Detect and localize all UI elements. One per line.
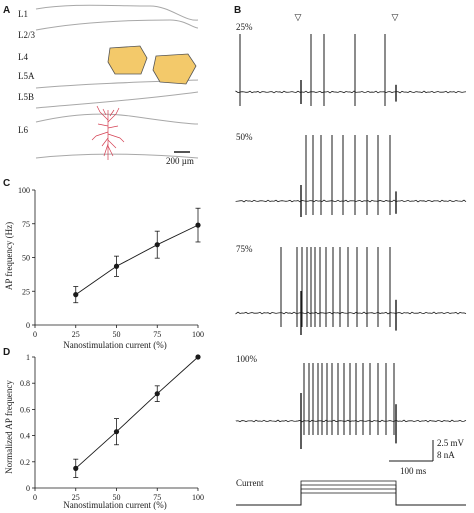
neuron-reconstruction <box>91 105 125 160</box>
chart-c-xtick-label: 75 <box>153 330 161 339</box>
chart-c-series-line <box>75 224 199 295</box>
chart-ap-frequency: Nanostimulation current (%) AP frequency… <box>4 186 204 350</box>
current-step <box>236 484 466 506</box>
chart-c-ytick-label: 100 <box>18 186 30 195</box>
recording-traces: ▽ ▽ 25% 50% 75% 100% 2.5 mV 8 nA 100 ms … <box>235 12 467 506</box>
chart-d-ytick-label: 0 <box>26 484 30 493</box>
chart-d-series-line <box>75 356 199 469</box>
chart-d-ytick-label: 0.4 <box>20 432 30 441</box>
chart-d-ytick-label: 0.8 <box>20 379 30 388</box>
chart-c-xtick-label: 25 <box>72 330 80 339</box>
chart-d-xtick-label: 75 <box>153 493 161 502</box>
chart-c-data-point <box>113 263 120 269</box>
chart-c-ytick-label: 0 <box>26 321 30 330</box>
chart-c-xlabel: Nanostimulation current (%) <box>63 340 166 350</box>
stim-offset-marker: ▽ <box>392 12 399 22</box>
layer-label-l5b: L5B <box>18 92 34 102</box>
chart-c-data-point <box>195 222 201 228</box>
chart-c-ytick-label: 50 <box>22 254 30 263</box>
chart-d-data-point <box>73 465 79 471</box>
current-step <box>236 480 466 506</box>
trace-group <box>235 34 467 449</box>
layer-label-l4: L4 <box>18 52 28 62</box>
chart-d-ytick-label: 0.6 <box>20 405 30 414</box>
condition-label-50: 50% <box>236 132 253 142</box>
l1-l23-boundary <box>35 19 199 31</box>
current-step <box>236 492 466 506</box>
stim-onset-marker: ▽ <box>295 12 302 22</box>
chart-c-ylabel: AP frequency (Hz) <box>4 222 14 290</box>
scale-time-label: 100 ms <box>400 466 427 476</box>
chart-d-xtick-label: 25 <box>72 493 80 502</box>
trace-baseline <box>235 199 467 203</box>
l5b-l6-boundary <box>35 113 199 125</box>
chart-c-ytick-label: 25 <box>22 287 30 296</box>
trace-baseline <box>235 311 467 315</box>
scale-current-label: 8 nA <box>437 450 455 460</box>
chart-d-ytick-label: 0.2 <box>20 458 30 467</box>
chart-d-data-point <box>195 354 201 360</box>
condition-label-100: 100% <box>236 354 258 364</box>
barrel-2 <box>152 53 197 85</box>
layer-label-l1: L1 <box>18 9 28 19</box>
scale-bar-a-label: 200 µm <box>166 156 194 166</box>
chart-d-xtick-label: 0 <box>33 493 37 502</box>
l5a-l5b-boundary <box>35 91 199 109</box>
panel-label-d: D <box>3 347 10 358</box>
chart-c-xtick-label: 50 <box>113 330 121 339</box>
trace-baseline <box>235 90 467 94</box>
chart-d-ylabel: Normalized AP frequency <box>4 380 14 474</box>
layer-label-l23: L2/3 <box>18 30 35 40</box>
chart-c-xtick-label: 0 <box>33 330 37 339</box>
panel-label-b: B <box>234 5 241 16</box>
slice-diagram: L1 L2/3 L4 L5A L5B L6 200 µm <box>18 4 199 166</box>
current-step <box>236 488 466 506</box>
chart-c-data-point <box>73 292 79 298</box>
chart-d-ytick-label: 1 <box>26 353 30 362</box>
current-label: Current <box>236 478 264 488</box>
scale-voltage-label: 2.5 mV <box>437 438 465 448</box>
chart-c-xtick-label: 100 <box>192 330 204 339</box>
chart-c-ytick-label: 75 <box>22 220 30 229</box>
chart-d-xtick-label: 100 <box>192 493 204 502</box>
chart-d-xlabel: Nanostimulation current (%) <box>63 500 166 510</box>
chart-d-data-point <box>113 429 120 435</box>
chart-c-data-point <box>154 242 160 248</box>
trace-baseline <box>235 419 467 423</box>
chart-d-xtick-label: 50 <box>113 493 121 502</box>
barrel-1 <box>107 45 148 75</box>
layer-label-l6: L6 <box>18 125 28 135</box>
panel-label-c: C <box>3 178 10 189</box>
pia-boundary <box>35 4 199 21</box>
panel-label-a: A <box>3 5 10 16</box>
chart-normalized-frequency: Nanostimulation current (%) Normalized A… <box>4 353 204 510</box>
condition-label-25: 25% <box>236 22 253 32</box>
condition-label-75: 75% <box>236 244 253 254</box>
current-steps <box>236 480 466 506</box>
white-matter-boundary <box>35 153 199 159</box>
chart-d-data-point <box>154 391 160 397</box>
layer-label-l5a: L5A <box>18 71 35 81</box>
